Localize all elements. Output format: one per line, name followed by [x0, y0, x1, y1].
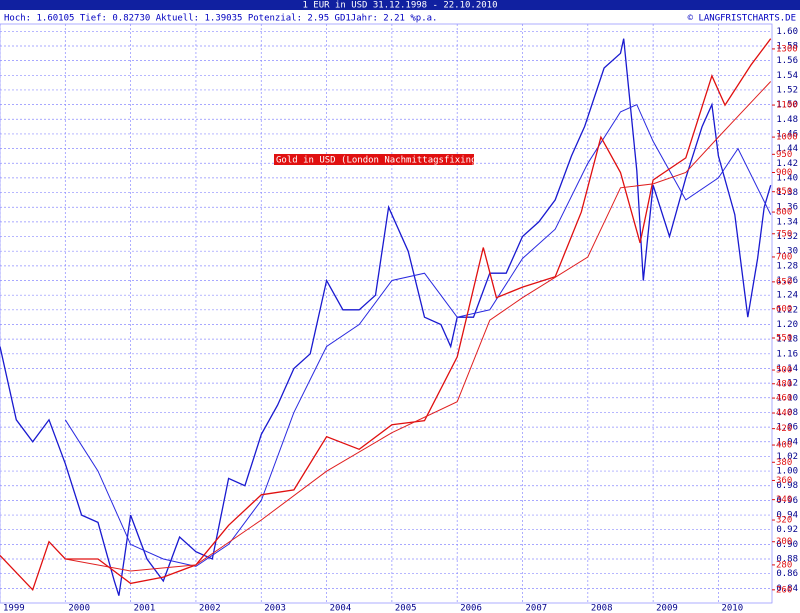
y-tick-label: 1.58: [776, 41, 798, 51]
chart-title: 1 EUR in USD 31.12.1998 - 22.10.2010: [302, 1, 497, 11]
y2-tick-label: 550: [776, 334, 792, 344]
y-tick-label: 1.46: [776, 129, 798, 139]
y2-tick-label: 600: [776, 304, 792, 314]
x-tick-label: 2008: [591, 604, 613, 613]
annotation-box: [274, 154, 474, 165]
y2-tick-label: 420: [776, 424, 792, 434]
y-tick-label: 0.92: [776, 525, 798, 535]
y-tick-label: 1.16: [776, 349, 798, 359]
y-tick-label: 1.50: [776, 100, 798, 110]
y2-tick-label: 500: [776, 366, 792, 376]
y-tick-label: 1.44: [776, 144, 798, 154]
y-tick-label: 0.94: [776, 511, 798, 521]
y2-tick-label: 340: [776, 495, 792, 505]
y2-tick-label: 360: [776, 476, 792, 486]
x-tick-label: 2010: [721, 604, 743, 613]
x-tick-label: 2003: [264, 604, 286, 613]
x-tick-label: 2005: [395, 604, 417, 613]
line: [0, 38, 772, 592]
y2-tick-label: 460: [776, 394, 792, 404]
x-tick-label: 2007: [526, 604, 548, 613]
x-tick-label: 2001: [134, 604, 156, 613]
y-tick-label: 1.18: [776, 335, 798, 345]
y2-tick-label: 1100: [776, 101, 798, 111]
y-tick-label: 1.30: [776, 247, 798, 257]
y-tick-label: 1.22: [776, 305, 798, 315]
y-tick-label: 1.34: [776, 217, 798, 227]
y-tick-label: 1.32: [776, 232, 798, 242]
y-tick-label: 1.10: [776, 393, 798, 403]
y-tick-label: 1.52: [776, 85, 798, 95]
y2-tick-label: 480: [776, 379, 792, 389]
y-tick-label: 1.12: [776, 379, 798, 389]
line: [64, 103, 772, 567]
y2-tick-label: 320: [776, 516, 792, 526]
y-tick-label: 1.56: [776, 56, 798, 66]
y-tick-label: 1.54: [776, 71, 798, 81]
y-tick-label: 1.28: [776, 261, 798, 271]
y-tick-label: 1.26: [776, 276, 798, 286]
y-tick-label: 1.36: [776, 203, 798, 213]
y-tick-label: 1.00: [776, 467, 798, 477]
y2-tick-label: 900: [776, 168, 792, 178]
y-tick-label: 1.42: [776, 159, 798, 169]
y2-tick-label: 800: [776, 208, 792, 218]
y2-tick-label: 1300: [776, 44, 798, 54]
subtitle: Hoch: 1.60105 Tief: 0.82730 Aktuell: 1.3…: [4, 14, 437, 24]
y2-tick-label: 850: [776, 187, 792, 197]
line: [0, 38, 772, 596]
y2-tick-label: 380: [776, 458, 792, 468]
annotation: Gold in USD (London Nachmittagsfixing): [276, 156, 482, 166]
y-tick-label: 1.14: [776, 364, 798, 374]
y-tick-label: 1.48: [776, 115, 798, 125]
y2-tick-label: 400: [776, 441, 792, 451]
source: © LANGFRISTCHARTS.DE: [688, 14, 796, 24]
y2-tick-label: 700: [776, 252, 792, 262]
line: [65, 81, 772, 572]
y-tick-label: 0.84: [776, 584, 798, 594]
y2-tick-label: 750: [776, 229, 792, 239]
plot-frame: [0, 23, 773, 604]
y2-tick-label: 440: [776, 409, 792, 419]
y2-tick-label: 260: [776, 585, 792, 595]
y2-tick-label: 1000: [776, 133, 798, 143]
y-tick-label: 1.04: [776, 437, 798, 447]
x-tick-label: 1999: [3, 604, 25, 613]
y2-tick-label: 300: [776, 537, 792, 547]
y2-tick-label: 950: [776, 150, 792, 160]
y-tick-label: 1.38: [776, 188, 798, 198]
title-bar: [0, 0, 800, 10]
y-tick-label: 0.88: [776, 555, 798, 565]
x-tick-label: 2000: [68, 604, 90, 613]
y2-tick-label: 280: [776, 560, 792, 570]
x-tick-label: 2004: [330, 604, 352, 613]
y-tick-label: 1.60: [776, 27, 798, 37]
y-tick-label: 1.20: [776, 320, 798, 330]
x-tick-label: 2009: [656, 604, 678, 613]
y2-tick-label: 650: [776, 277, 792, 287]
y-tick-label: 1.40: [776, 173, 798, 183]
x-tick-label: 2006: [460, 604, 482, 613]
y-tick-label: 1.02: [776, 452, 798, 462]
y-tick-label: 0.96: [776, 496, 798, 506]
y-tick-label: 1.06: [776, 423, 798, 433]
y-tick-label: 0.98: [776, 481, 798, 491]
y-tick-label: 1.24: [776, 291, 798, 301]
y-tick-label: 0.90: [776, 540, 798, 550]
y-tick-label: 1.08: [776, 408, 798, 418]
y-tick-label: 0.86: [776, 569, 798, 579]
x-tick-label: 2002: [199, 604, 221, 613]
